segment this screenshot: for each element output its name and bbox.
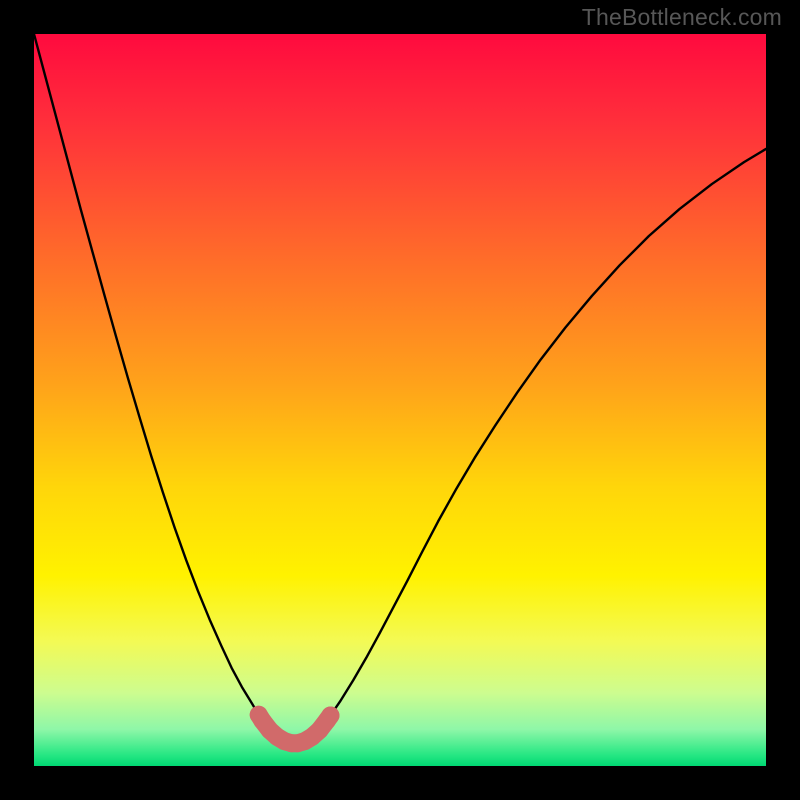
watermark-text: TheBottleneck.com — [582, 4, 782, 31]
plot-background-gradient — [34, 34, 766, 766]
chart-root: TheBottleneck.com — [0, 0, 800, 800]
bottleneck-curve-chart — [0, 0, 800, 800]
optimal-marker — [321, 706, 339, 724]
